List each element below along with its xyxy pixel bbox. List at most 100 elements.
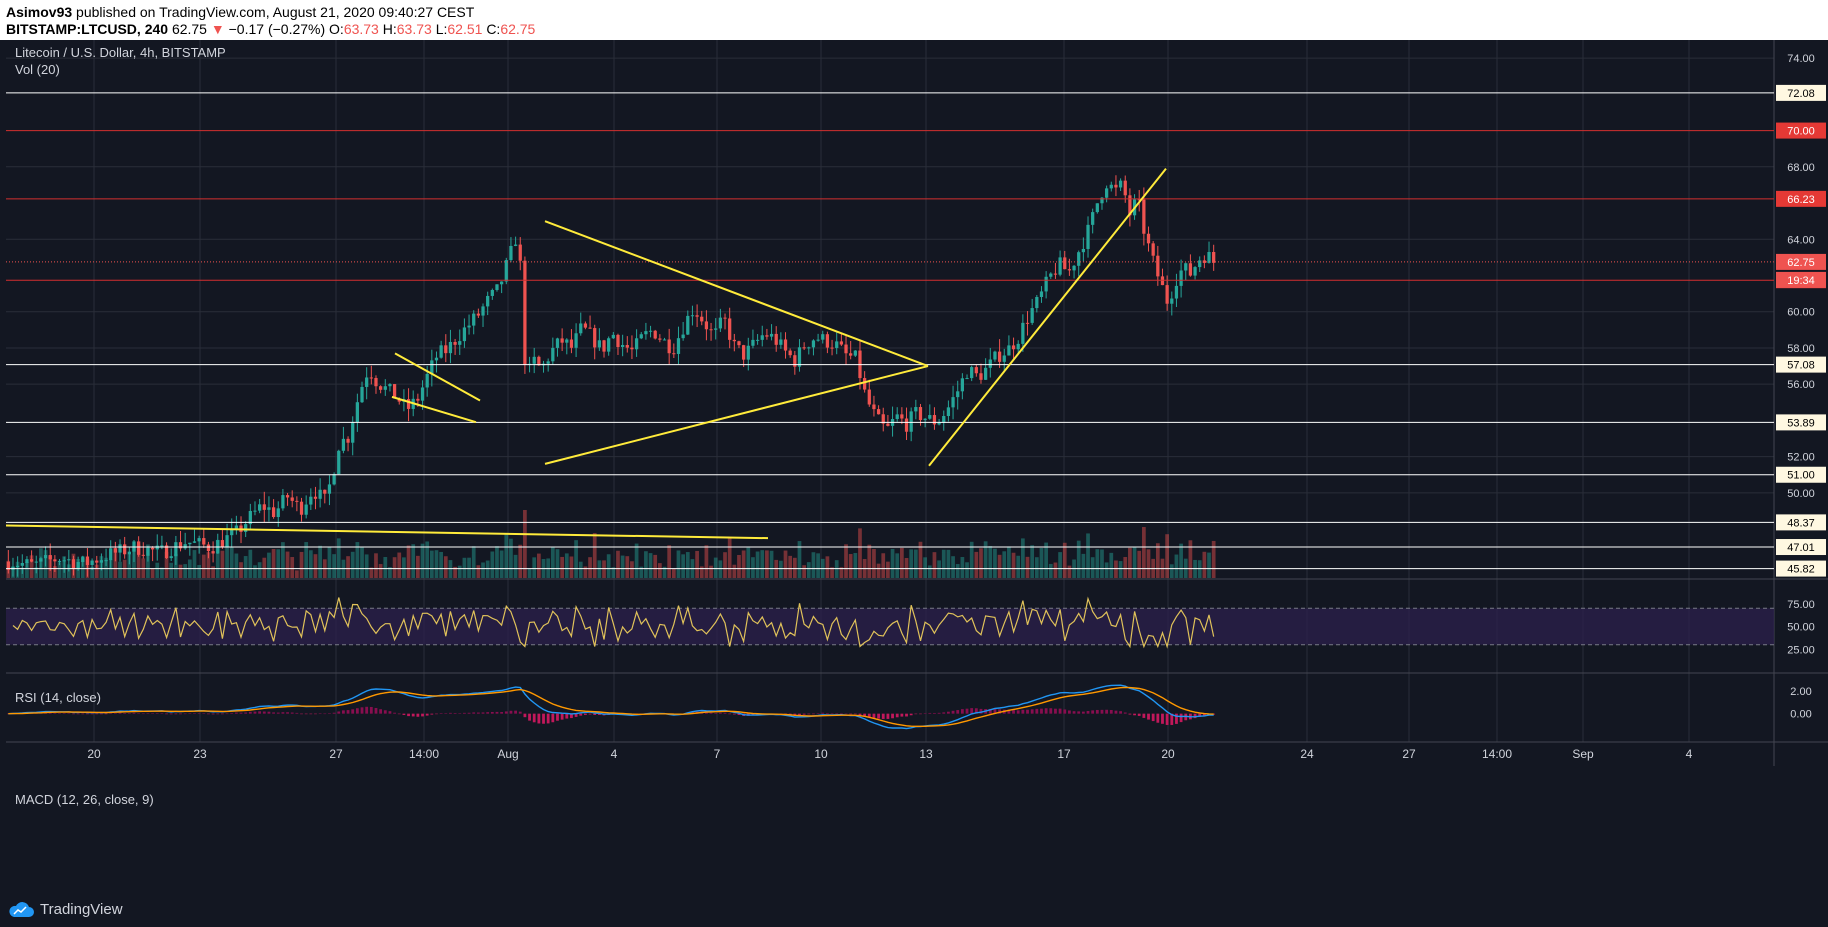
candle-body [1156,255,1160,277]
volume-bar [471,546,476,578]
volume-bar [1174,554,1179,578]
candle-body [1170,298,1174,304]
candle-body [1058,257,1062,275]
macd-hist-bar [318,713,322,715]
macd-hist-bar [1068,710,1071,714]
level-label-box [1776,190,1826,207]
volume-bar [281,542,285,578]
volume-bar [1025,556,1030,578]
candle-body [341,438,346,451]
macd-hist-bar [1161,713,1164,724]
candle-body [183,544,187,549]
candle-body [811,340,816,348]
macd-hist-bar [877,713,880,719]
macd-hist-bar [267,711,271,714]
tradingview-logo[interactable]: TradingView [8,901,123,918]
candle-body [853,350,857,356]
volume-bar [183,564,188,578]
chart-area[interactable]: 72.0870.0066.2361.7457.0853.8951.0048.37… [5,40,1828,866]
candle-body [914,407,918,412]
volume-bar [257,562,262,578]
candle-body [765,335,769,337]
candle-body [560,338,564,343]
macd-hist-bar [76,713,80,715]
candle-body [779,339,783,345]
volume-bar [25,561,29,578]
volume-bar [602,560,606,578]
macd-hist-bar [435,713,438,715]
author-name[interactable]: Asimov93 [6,4,73,20]
candle-body [993,351,997,360]
volume-bar [1142,527,1146,578]
macd-hist-bar [402,713,406,715]
volume-bar [1048,563,1053,578]
close-label: C: [486,21,501,37]
volume-bar [890,548,895,578]
macd-hist-bar [188,713,192,714]
macd-hist-bar [216,713,220,715]
time-tick-label: 14:00 [409,747,439,761]
macd-hist-bar [1012,710,1015,714]
volume-bar [80,558,85,578]
macd-hist-bar [542,713,545,724]
last-price: 62.75 [171,21,207,37]
volume-bar [346,556,350,578]
macd-hist-bar [584,713,587,715]
candle-body [374,377,378,387]
macd-hist-bar [476,712,480,714]
candle-body [965,378,969,380]
volume-bar [462,557,467,578]
volume-bar [839,567,844,578]
volume-bar [769,550,774,578]
macd-hist-bar [802,713,806,715]
candle-body [430,360,434,374]
volume-bar [355,542,360,578]
candle-body [234,525,238,530]
level-label: 45.82 [1787,564,1815,576]
candle-body [1123,180,1127,196]
macd-hist-bar [1021,709,1025,714]
macd-hist-bar [1077,711,1081,714]
volume-bar [1202,551,1207,578]
candle-body [537,356,541,366]
volume-bar [1197,560,1202,578]
candle-body [844,344,848,354]
volume-bar [416,555,420,578]
candle-body [155,545,159,550]
candle-body [1151,243,1155,256]
time-tick-label: 27 [1402,747,1416,761]
macd-hist-bar [900,713,904,717]
volume-bar [639,566,644,578]
macd-hist-bar [579,713,583,716]
volume-bar [630,561,634,578]
candle-body [951,397,955,408]
volume-bar [318,545,322,578]
candle-body [732,339,736,342]
macd-hist-bar [970,708,974,714]
candle-body [700,316,704,322]
macd-hist-bar [826,713,829,714]
candle-body [551,347,555,362]
volume-bar [941,549,946,578]
candle-body [137,541,141,555]
down-arrow-icon: ▼ [210,21,225,37]
volume-bar [150,568,155,578]
trendline [5,524,769,540]
candle-body [67,559,71,561]
chart-svg[interactable]: 72.0870.0066.2361.7457.0853.8951.0048.37… [5,40,1828,866]
candle-body [676,338,681,354]
volume-bar [923,557,927,578]
macd-hist-bar [72,713,75,715]
macd-hist-bar [1119,711,1122,714]
volume-bar [955,564,960,578]
candle-body [821,334,825,340]
time-tick-label: 23 [193,747,207,761]
macd-hist-bar [965,708,969,714]
macd-hist-bar [174,713,178,715]
candle-body [569,339,574,348]
candle-body [742,345,746,360]
price-tick-label: 58.00 [1787,343,1815,355]
volume-bar [1021,538,1025,578]
macd-hist-bar [812,713,815,715]
candle-body [160,545,164,547]
